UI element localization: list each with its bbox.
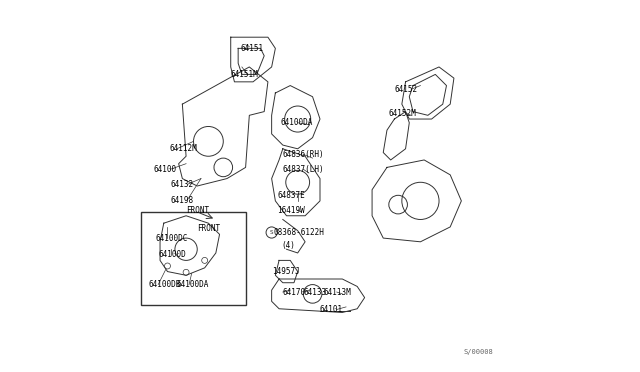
Text: 64100DA: 64100DA: [177, 280, 209, 289]
Text: 14957J: 14957J: [271, 267, 300, 276]
Text: (4): (4): [281, 241, 295, 250]
Text: 64151M: 64151M: [231, 70, 259, 79]
Text: 64113M: 64113M: [324, 288, 351, 296]
Text: 64837(LH): 64837(LH): [283, 165, 324, 174]
Text: 64101: 64101: [320, 305, 343, 314]
Text: FRONT: FRONT: [186, 206, 209, 215]
Text: 64133: 64133: [303, 288, 326, 296]
Text: 64837E: 64837E: [277, 191, 305, 200]
Text: 64170: 64170: [283, 288, 306, 296]
Text: 64100D: 64100D: [158, 250, 186, 259]
Text: 64112M: 64112M: [170, 144, 197, 153]
Text: 08368-6122H: 08368-6122H: [273, 228, 324, 237]
Text: 64152: 64152: [394, 85, 417, 94]
Text: 64100DB: 64100DB: [148, 280, 180, 289]
Text: 64152M: 64152M: [389, 109, 417, 118]
Text: 64198: 64198: [170, 196, 193, 205]
Text: 64151: 64151: [240, 44, 263, 53]
Bar: [141, 212, 246, 305]
Text: 64100DC: 64100DC: [156, 234, 188, 243]
Text: S/00008: S/00008: [463, 349, 493, 355]
Text: 64100: 64100: [154, 165, 177, 174]
Text: 64132: 64132: [170, 180, 193, 189]
Text: S: S: [270, 230, 273, 235]
Text: 16419W: 16419W: [277, 206, 305, 215]
Text: FRONT: FRONT: [197, 224, 220, 233]
Text: 64100DA: 64100DA: [281, 118, 314, 127]
Text: 64836(RH): 64836(RH): [283, 150, 324, 159]
